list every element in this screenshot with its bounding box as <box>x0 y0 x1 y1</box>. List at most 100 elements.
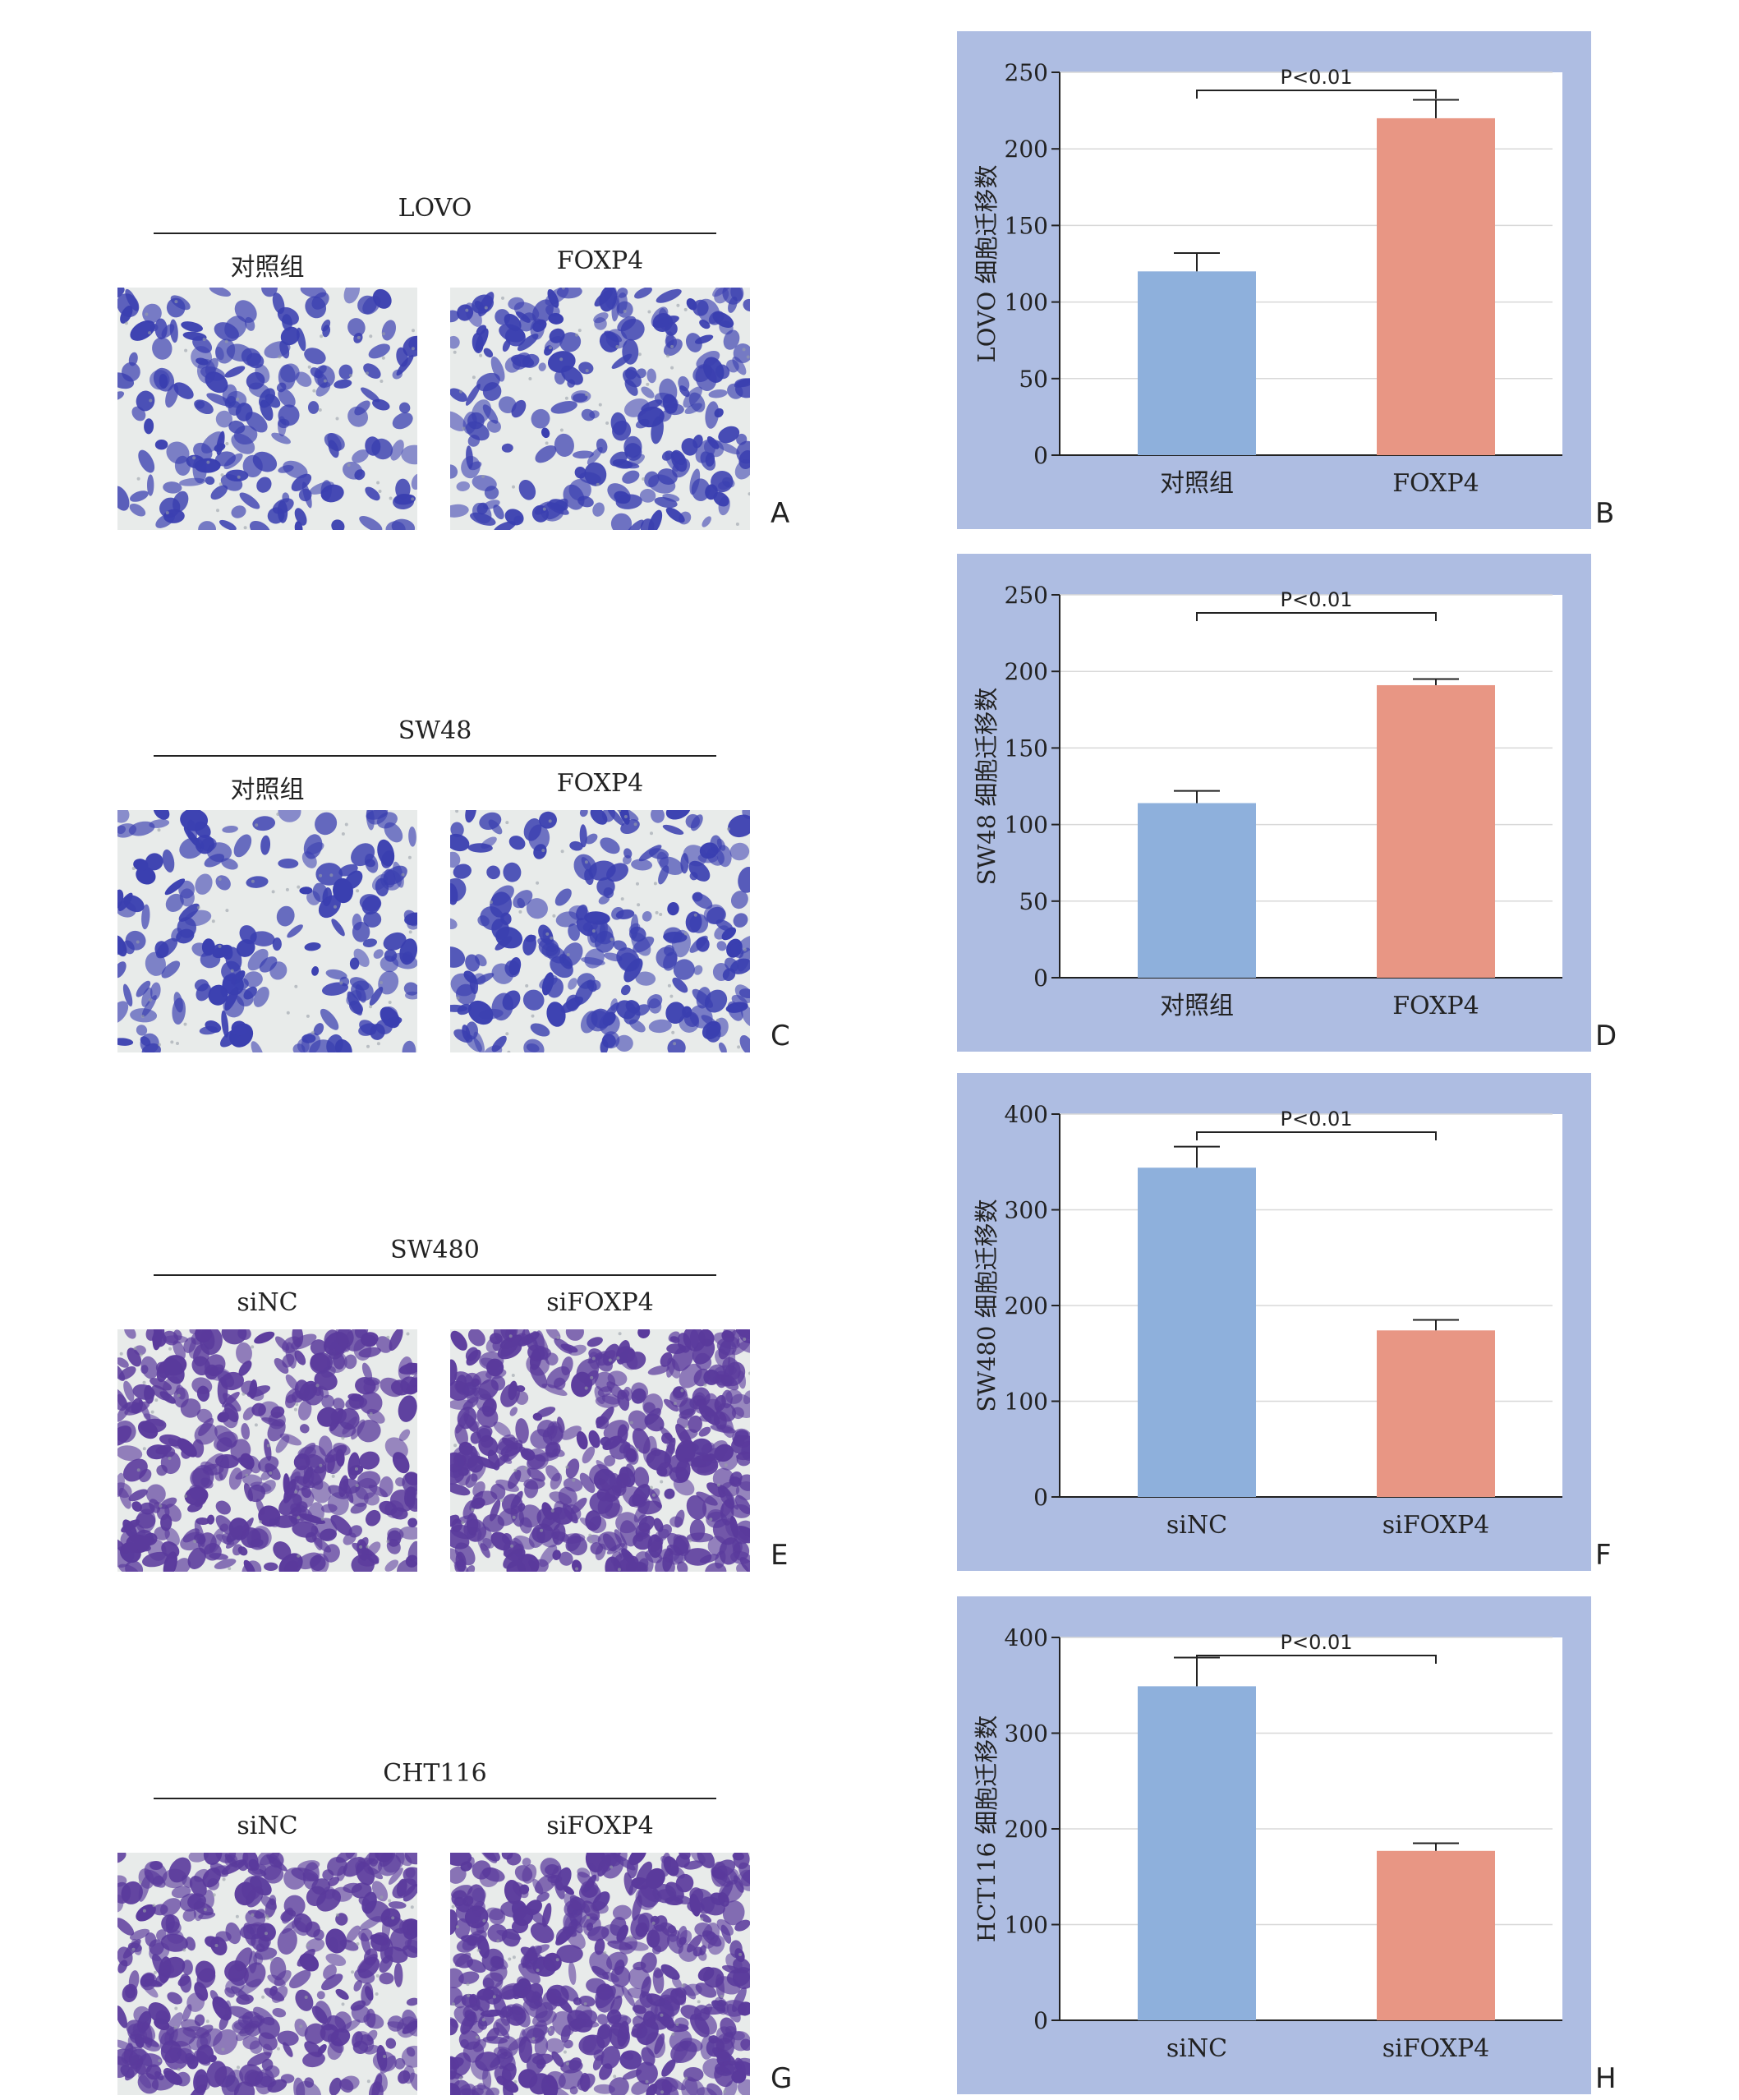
micrograph-right-image <box>450 810 750 1052</box>
y-tick-label: 100 <box>1005 812 1048 839</box>
micrograph-left <box>117 1853 417 2095</box>
y-tick-label: 0 <box>1033 2007 1048 2034</box>
chart-panel-d: 0 50 100 150 200 250 SW48 细胞迁移数对照组 FOXP4 P<0.01 <box>957 554 1591 1052</box>
micrograph-title: SW480 <box>390 1236 480 1264</box>
x-tick-label: siNC <box>1166 2034 1227 2063</box>
y-tick-label: 300 <box>1005 1197 1048 1224</box>
panel-letter: G <box>771 2062 793 2095</box>
p-value-annotation: P<0.01 <box>1280 1631 1352 1654</box>
bar-control <box>1138 1686 1256 2020</box>
y-tick-label: 200 <box>1005 1816 1048 1843</box>
left-condition-label: siNC <box>237 1812 298 1840</box>
x-tick-label: FOXP4 <box>1392 469 1479 498</box>
micrograph-right-image <box>450 288 750 530</box>
significance-bracket <box>1196 612 1437 621</box>
right-condition-label: FOXP4 <box>556 246 644 275</box>
panel-letter: H <box>1595 2062 1617 2095</box>
x-tick-label: FOXP4 <box>1392 992 1479 1020</box>
x-tick-label: siFOXP4 <box>1382 2034 1490 2063</box>
micrograph-left-image <box>117 1329 417 1572</box>
micrograph-left <box>117 288 417 530</box>
title-underline <box>154 1798 716 1799</box>
panel-letter: E <box>771 1539 789 1572</box>
significance-bracket <box>1196 90 1437 99</box>
significance-bracket <box>1196 1655 1437 1664</box>
bar-control <box>1138 271 1256 455</box>
left-condition-label: 对照组 <box>230 253 305 282</box>
y-axis-label: LOVO 细胞迁移数 <box>973 165 1001 363</box>
panel-letter: C <box>771 1020 790 1052</box>
p-value-annotation: P<0.01 <box>1280 1108 1352 1131</box>
y-axis-label: SW48 细胞迁移数 <box>973 688 1001 886</box>
chart-panel-b: 0 50 100 150 200 250 LOVO 细胞迁移数对照组 FOXP4 P<0.01 <box>957 31 1591 529</box>
bar-treated <box>1377 1330 1495 1497</box>
y-tick-label: 50 <box>1019 366 1048 393</box>
bar-control <box>1138 1167 1256 1497</box>
micrograph-left-image <box>117 1853 417 2095</box>
y-axis-label: HCT116 细胞迁移数 <box>973 1715 1001 1942</box>
panel-letter: D <box>1595 1020 1617 1052</box>
micrograph-right-image <box>450 1853 750 2095</box>
title-underline <box>154 1274 716 1276</box>
y-tick-label: 300 <box>1005 1720 1048 1748</box>
y-tick-label: 100 <box>1005 1912 1048 1939</box>
y-tick-label: 50 <box>1019 888 1048 915</box>
bar-chart: 0 100 200 300 400 SW480 细胞迁移数 siNC siFOXP4 P<0.0… <box>973 1101 1562 1540</box>
micrograph-title: CHT116 <box>383 1759 487 1788</box>
y-tick-label: 0 <box>1033 965 1048 992</box>
micrograph-right <box>450 288 750 530</box>
significance-bracket <box>1196 1131 1437 1140</box>
micrograph-row-a: LOVO 对照组 FOXP4 A 0 50 100 150 200 250 LOVO 细胞迁移数 对照… <box>0 0 1739 530</box>
micrograph-right <box>450 810 750 1052</box>
micrograph-right <box>450 1329 750 1572</box>
bar-treated <box>1377 684 1495 978</box>
y-tick-label: 250 <box>1005 59 1048 86</box>
y-axis-label: SW480 细胞迁移数 <box>973 1199 1001 1412</box>
y-tick-label: 100 <box>1005 1388 1048 1416</box>
micrograph-row-g: CHT116 siNC siFOXP4 G 0 100 200 300 400 HCT116 细胞… <box>0 1565 1739 2095</box>
title-underline <box>154 755 716 757</box>
panel-letter: F <box>1595 1539 1612 1572</box>
x-tick-label: siNC <box>1166 1511 1227 1540</box>
micrograph-row-c: SW48 对照组 FOXP4 C 0 50 100 150 200 250 SW48 细胞迁移数 对照… <box>0 523 1739 1052</box>
x-tick-label: 对照组 <box>1160 469 1234 498</box>
micrograph-left-image <box>117 288 417 530</box>
x-tick-label: siFOXP4 <box>1382 1511 1490 1540</box>
micrograph-right <box>450 1853 750 2095</box>
y-tick-label: 100 <box>1005 289 1048 316</box>
y-tick-label: 150 <box>1005 735 1048 762</box>
left-condition-label: siNC <box>237 1288 298 1317</box>
micrograph-right-image <box>450 1329 750 1572</box>
left-condition-label: 对照组 <box>230 776 305 804</box>
bar-treated <box>1377 117 1495 456</box>
chart-panel-f: 0 100 200 300 400 SW480 细胞迁移数 siNC siFOXP4 P<0.0… <box>957 1073 1591 1571</box>
y-tick-label: 400 <box>1005 1624 1048 1651</box>
y-tick-label: 400 <box>1005 1101 1048 1128</box>
y-tick-label: 200 <box>1005 136 1048 163</box>
micrograph-title: SW48 <box>398 716 472 745</box>
micrograph-left <box>117 810 417 1052</box>
y-tick-label: 250 <box>1005 582 1048 609</box>
y-tick-label: 150 <box>1005 212 1048 239</box>
micrograph-left <box>117 1329 417 1572</box>
panel-letter: A <box>771 497 790 530</box>
micrograph-left-image <box>117 810 417 1052</box>
right-condition-label: siFOXP4 <box>546 1288 654 1317</box>
y-tick-label: 200 <box>1005 1292 1048 1319</box>
chart-panel-h: 0 100 200 300 400 HCT116 细胞迁移数 siNC siFOXP4 P<0.… <box>957 1596 1591 2094</box>
x-tick-label: 对照组 <box>1160 992 1234 1020</box>
bar-control <box>1138 803 1256 978</box>
right-condition-label: siFOXP4 <box>546 1812 654 1840</box>
p-value-annotation: P<0.01 <box>1280 588 1352 611</box>
y-tick-label: 0 <box>1033 442 1048 469</box>
right-condition-label: FOXP4 <box>556 769 644 798</box>
title-underline <box>154 233 716 234</box>
y-tick-label: 200 <box>1005 658 1048 685</box>
panel-letter: B <box>1595 497 1615 530</box>
p-value-annotation: P<0.01 <box>1280 66 1352 89</box>
micrograph-title: LOVO <box>398 194 472 223</box>
bar-chart: 0 100 200 300 400 HCT116 细胞迁移数 siNC siFOXP4 P<0.… <box>973 1624 1562 2063</box>
micrograph-row-e: SW480 siNC siFOXP4 E 0 100 200 300 400 SW480 细胞迁移… <box>0 1042 1739 1572</box>
